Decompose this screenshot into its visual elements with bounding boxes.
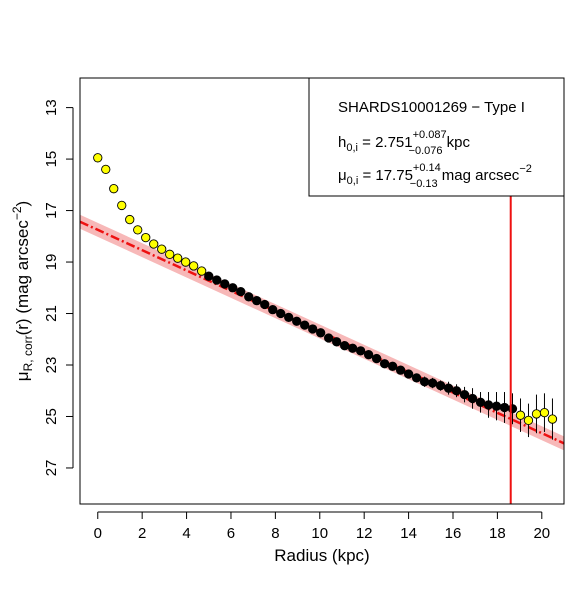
y-tick-label: 19 [43, 254, 60, 271]
legend-mu-value: μ0,i = 17.75+0.14 −0.13 mag arcsec−2 [338, 162, 532, 190]
y-tick-label: 15 [43, 151, 60, 168]
data-point [236, 286, 246, 297]
data-point [523, 415, 534, 425]
data-point [363, 350, 374, 360]
x-tick-label: 8 [271, 525, 279, 542]
x-axis-label: Radius (kpc) [274, 546, 369, 565]
data-point [531, 409, 542, 419]
data-point [435, 380, 446, 391]
data-point [212, 275, 222, 285]
data-point [109, 184, 119, 194]
x-tick-label: 2 [138, 525, 146, 542]
data-point [451, 386, 462, 396]
x-tick-label: 10 [311, 525, 328, 542]
data-point [395, 365, 406, 375]
data-point [539, 407, 550, 418]
data-point [101, 164, 111, 175]
data-point [467, 393, 478, 404]
data-point [133, 225, 143, 235]
data-point [181, 257, 191, 267]
legend-title: SHARDS10001269 − Type I [338, 99, 525, 116]
data-point [316, 328, 326, 338]
data-point [379, 359, 390, 369]
data-point [547, 414, 558, 424]
data-point [189, 261, 199, 271]
data-point [125, 214, 135, 225]
data-point [117, 200, 127, 211]
data-point [173, 253, 183, 263]
y-axis: 13 15 17 19 21 23 25 27 [43, 99, 74, 477]
point-layer [93, 153, 558, 425]
data-point [197, 266, 207, 276]
y-tick-label: 23 [43, 357, 60, 374]
x-tick-label: 20 [533, 525, 550, 542]
data-point [475, 397, 486, 407]
data-point [268, 305, 278, 315]
x-tick-label: 4 [182, 525, 190, 542]
data-point [308, 324, 318, 334]
x-tick-label: 18 [489, 525, 506, 542]
data-point [276, 308, 286, 319]
data-point [220, 279, 230, 289]
fit-line-layer [79, 220, 565, 445]
data-point [141, 232, 151, 243]
data-point [204, 271, 214, 281]
data-point [483, 400, 494, 410]
data-point [332, 337, 342, 347]
x-tick-label: 12 [356, 525, 373, 542]
data-point [371, 353, 382, 364]
data-point [443, 383, 454, 393]
data-point [260, 299, 270, 310]
data-point [499, 402, 510, 413]
y-tick-label: 25 [43, 408, 60, 425]
data-point [300, 320, 310, 330]
x-tick-label: 14 [400, 525, 417, 542]
legend-h-value: h0,i = 2.751+0.087 −0.076 kpc [338, 129, 471, 157]
data-point [252, 296, 262, 306]
data-point [347, 343, 358, 353]
data-point [324, 333, 334, 343]
x-tick-label: 6 [227, 525, 235, 542]
data-point [491, 401, 502, 411]
y-axis-label: μR, corr(r) (mag arcsec−2) [10, 201, 35, 381]
y-tick-label: 21 [43, 305, 60, 322]
data-point [459, 389, 470, 400]
data-point [403, 369, 414, 379]
data-point [93, 153, 103, 163]
data-point [284, 312, 294, 323]
y-tick-label: 17 [43, 202, 60, 219]
data-point [228, 283, 238, 293]
data-point [387, 361, 398, 371]
y-tick-label: 27 [43, 460, 60, 477]
data-point [244, 292, 254, 302]
data-point [355, 346, 366, 356]
data-point [165, 249, 175, 259]
y-tick-label: 13 [43, 99, 60, 116]
data-point [157, 244, 167, 254]
data-point [339, 341, 350, 351]
data-point [292, 316, 302, 326]
x-tick-label: 16 [445, 525, 462, 542]
x-axis: 0 2 4 6 8 10 12 14 16 18 20 [94, 511, 550, 542]
data-point [149, 239, 159, 249]
data-point [411, 373, 422, 383]
data-point [507, 404, 518, 414]
data-point [419, 377, 430, 387]
data-point [515, 410, 526, 420]
x-tick-label: 0 [94, 525, 102, 542]
fit-line [79, 220, 565, 445]
plot-frame [79, 77, 565, 505]
data-point [427, 378, 438, 388]
